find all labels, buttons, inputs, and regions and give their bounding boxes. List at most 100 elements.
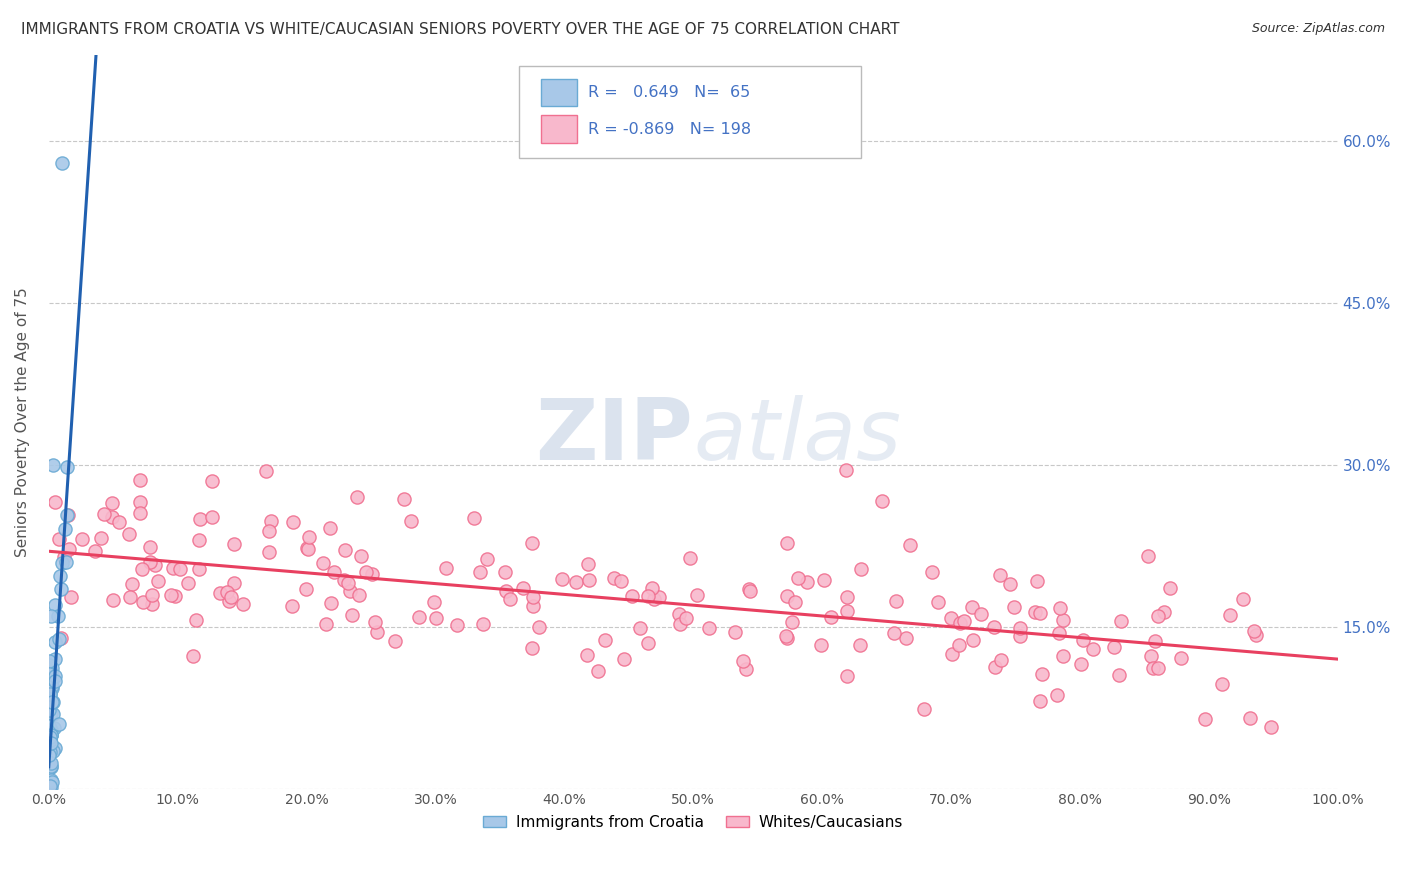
Point bbox=[669, 616, 692, 631]
Point bbox=[1052, 613, 1074, 627]
Point bbox=[1219, 607, 1241, 622]
Point bbox=[724, 624, 747, 639]
Point bbox=[39, 779, 62, 793]
Point bbox=[257, 545, 280, 559]
Point bbox=[38, 667, 60, 681]
Point bbox=[59, 591, 82, 605]
Point bbox=[186, 613, 208, 627]
Point bbox=[222, 536, 245, 550]
Point bbox=[101, 496, 124, 510]
Point bbox=[1153, 605, 1175, 619]
Point bbox=[39, 609, 62, 624]
Point bbox=[953, 614, 976, 628]
Point bbox=[257, 524, 280, 538]
Point bbox=[366, 624, 388, 639]
Point bbox=[1194, 712, 1216, 726]
Point bbox=[637, 636, 659, 650]
Point bbox=[984, 660, 1007, 674]
Point bbox=[425, 610, 447, 624]
Point bbox=[962, 632, 984, 647]
Point bbox=[648, 591, 671, 605]
Point bbox=[322, 565, 344, 579]
Point bbox=[42, 722, 65, 736]
Point bbox=[990, 653, 1012, 667]
Point bbox=[38, 671, 60, 685]
Point bbox=[675, 611, 697, 625]
Point bbox=[42, 706, 65, 721]
Point bbox=[41, 664, 63, 678]
Point bbox=[51, 556, 73, 570]
Point bbox=[41, 669, 63, 683]
Point bbox=[894, 631, 917, 645]
Point bbox=[39, 756, 62, 770]
Point bbox=[384, 634, 406, 648]
Point bbox=[55, 508, 77, 522]
Point bbox=[578, 574, 600, 588]
Point bbox=[1159, 581, 1181, 595]
Point bbox=[41, 679, 63, 693]
Text: R = -0.869   N= 198: R = -0.869 N= 198 bbox=[588, 121, 751, 136]
Point bbox=[912, 701, 935, 715]
Point bbox=[281, 599, 304, 613]
Point bbox=[121, 577, 143, 591]
Point bbox=[1147, 660, 1170, 674]
Point bbox=[339, 584, 361, 599]
Point bbox=[215, 585, 238, 599]
Point bbox=[520, 641, 543, 656]
Point bbox=[835, 604, 858, 618]
Point bbox=[495, 583, 517, 598]
Point bbox=[38, 747, 60, 762]
Point bbox=[776, 535, 799, 549]
Point bbox=[1073, 632, 1095, 647]
Point bbox=[472, 617, 495, 632]
Text: R =   0.649   N=  65: R = 0.649 N= 65 bbox=[588, 85, 749, 100]
Point bbox=[39, 728, 62, 742]
Point bbox=[181, 648, 204, 663]
Point bbox=[1232, 591, 1254, 606]
Point bbox=[41, 661, 63, 675]
Y-axis label: Seniors Poverty Over the Age of 75: Seniors Poverty Over the Age of 75 bbox=[15, 287, 30, 557]
Point bbox=[1143, 633, 1166, 648]
Point bbox=[218, 594, 240, 608]
Point bbox=[1170, 651, 1192, 665]
Point bbox=[39, 687, 62, 701]
Point bbox=[949, 616, 972, 631]
Point bbox=[988, 567, 1011, 582]
Point bbox=[188, 512, 211, 526]
Point bbox=[188, 533, 211, 547]
Point bbox=[201, 510, 224, 524]
Point bbox=[48, 532, 70, 546]
Point bbox=[160, 588, 183, 602]
Point bbox=[41, 681, 63, 695]
Point bbox=[399, 514, 422, 528]
Point bbox=[295, 582, 318, 597]
Point bbox=[39, 773, 62, 788]
Point bbox=[392, 491, 415, 506]
Point bbox=[39, 723, 62, 737]
Point bbox=[1239, 711, 1261, 725]
Point bbox=[512, 582, 534, 596]
Point bbox=[169, 562, 191, 576]
Point bbox=[48, 608, 70, 623]
Point bbox=[364, 615, 387, 630]
Point bbox=[470, 566, 492, 580]
Point bbox=[810, 638, 832, 652]
Point bbox=[603, 571, 626, 585]
Point bbox=[148, 574, 170, 588]
Point bbox=[90, 532, 112, 546]
Point bbox=[1136, 549, 1159, 564]
Point bbox=[637, 590, 659, 604]
Point bbox=[1049, 600, 1071, 615]
Point bbox=[44, 495, 66, 509]
Point bbox=[1142, 661, 1164, 675]
Point bbox=[475, 552, 498, 566]
Point bbox=[775, 629, 797, 643]
Point bbox=[835, 463, 858, 477]
Point bbox=[48, 632, 70, 646]
Point bbox=[1243, 624, 1265, 638]
FancyBboxPatch shape bbox=[541, 115, 578, 143]
Point bbox=[565, 575, 588, 590]
Point bbox=[969, 607, 991, 622]
Point bbox=[783, 595, 806, 609]
Point bbox=[340, 608, 363, 623]
